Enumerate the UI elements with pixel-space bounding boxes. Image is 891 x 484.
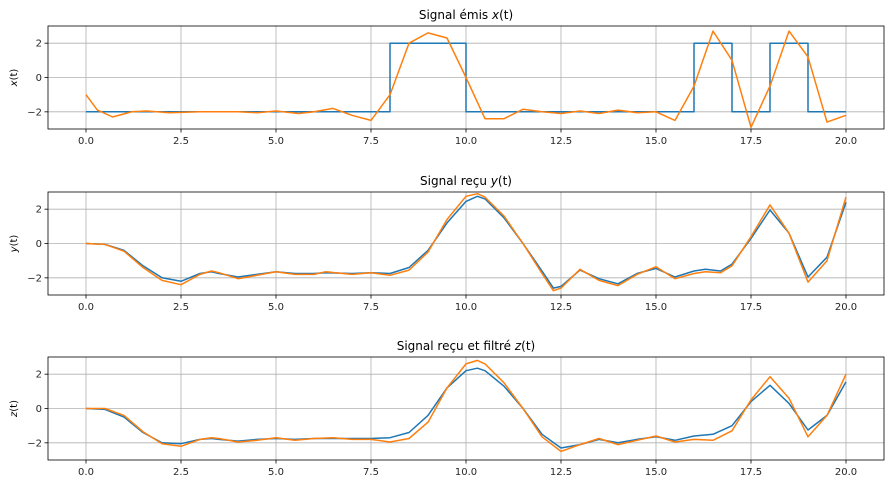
x-tick-label: 5.0 xyxy=(268,302,284,313)
y-axis-label-filtered: z(t) xyxy=(9,400,20,418)
chart-title-filtered: Signal reçu et filtré z(t) xyxy=(397,339,536,353)
x-tick-label: 2.5 xyxy=(173,467,189,478)
x-tick-label: 15.0 xyxy=(645,302,667,313)
y-tick-label: 0 xyxy=(36,73,42,84)
x-tick-label: 2.5 xyxy=(173,302,189,313)
x-tick-label: 10.0 xyxy=(455,136,477,147)
x-tick-label: 0.0 xyxy=(78,302,94,313)
x-tick-label: 20.0 xyxy=(835,302,857,313)
x-tick-label: 20.0 xyxy=(835,467,857,478)
y-tick-label: −2 xyxy=(27,107,42,118)
x-tick-label: 0.0 xyxy=(78,136,94,147)
x-tick-label: 17.5 xyxy=(740,136,762,147)
x-tick-label: 0.0 xyxy=(78,467,94,478)
y-axis-label-received: y(t) xyxy=(9,235,20,254)
y-tick-label: −2 xyxy=(27,273,42,284)
panel-emitted: 0.0 2.5 5.0 7.5 10.0 12.5 15.0 17.5 20.0 −2 0 2 Sign… xyxy=(9,8,885,147)
x-tick-label: 10.0 xyxy=(455,467,477,478)
x-tick-label: 2.5 xyxy=(173,136,189,147)
x-tick-label: 15.0 xyxy=(645,467,667,478)
panel-received: 0.0 2.5 5.0 7.5 10.0 12.5 15.0 17.5 20.0 −2 0 2 Sign… xyxy=(9,174,885,313)
series-line-received-2 xyxy=(85,192,847,292)
y-tick-label: −2 xyxy=(27,438,42,449)
x-tick-label: 17.5 xyxy=(740,467,762,478)
series-line-filtered-2 xyxy=(86,359,847,453)
y-tick-label: 2 xyxy=(36,370,42,381)
x-tick-label: 12.5 xyxy=(550,467,572,478)
x-tick-label: 10.0 xyxy=(455,302,477,313)
series-line-emitted-2 xyxy=(85,30,847,129)
grid-received xyxy=(48,192,884,295)
y-tick-label: 2 xyxy=(36,205,42,216)
x-tick-label: 12.5 xyxy=(550,136,572,147)
x-tick-label: 12.5 xyxy=(550,302,572,313)
x-tick-label: 20.0 xyxy=(835,136,857,147)
chart-title-received: Signal reçu y(t) xyxy=(420,174,512,188)
series-line-filtered-1 xyxy=(85,367,847,449)
x-tick-label: 5.0 xyxy=(268,136,284,147)
x-tick-label: 15.0 xyxy=(645,136,667,147)
panel-filtered: 0.0 2.5 5.0 7.5 10.0 12.5 15.0 17.5 20.0 −2 0 2 Sign… xyxy=(9,339,885,478)
x-tick-label: 7.5 xyxy=(363,136,379,147)
series-line-emitted-1 xyxy=(86,42,846,113)
x-tick-label: 7.5 xyxy=(363,467,379,478)
y-axis-label-emitted: x(t) xyxy=(9,69,20,88)
y-tick-label: 0 xyxy=(36,239,42,250)
series-line-received-1 xyxy=(85,195,847,289)
x-tick-label: 5.0 xyxy=(268,467,284,478)
chart-title-emitted: Signal émis x(t) xyxy=(419,8,513,22)
y-tick-label: 0 xyxy=(36,404,42,415)
x-tick-label: 7.5 xyxy=(363,302,379,313)
x-tick-label: 17.5 xyxy=(740,302,762,313)
y-tick-label: 2 xyxy=(36,39,42,50)
